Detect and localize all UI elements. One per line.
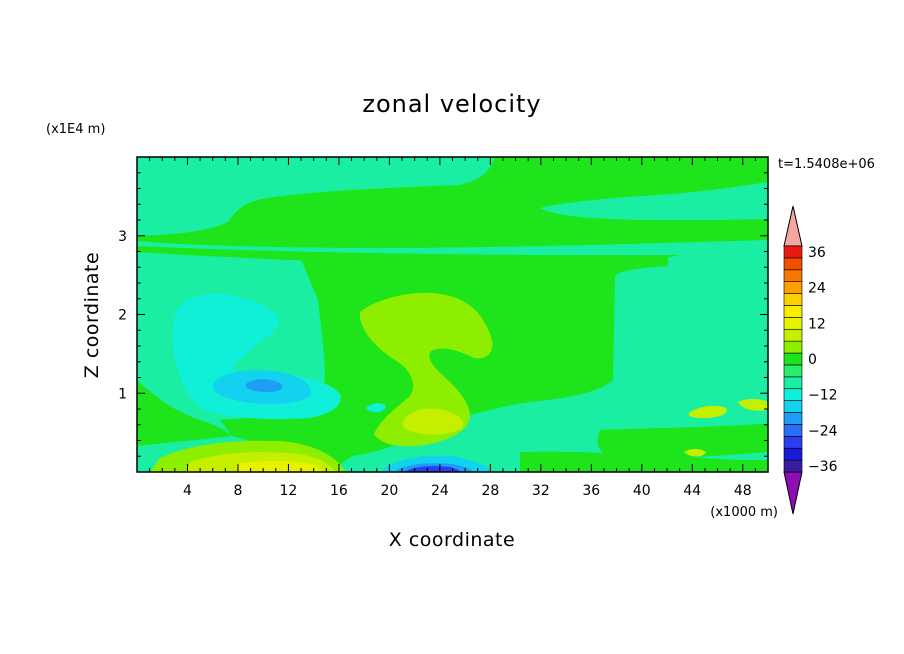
colorbar-arrow-high (783, 205, 803, 247)
field-right-green-patch (597, 424, 768, 461)
colorbar-swatch (783, 281, 803, 294)
field-surface-jet-core (236, 461, 322, 472)
colorbar-swatch (783, 376, 803, 390)
y-tick-label: 1 (118, 386, 127, 402)
colorbar-swatch (783, 412, 803, 425)
colorbar-tick-label: −36 (808, 459, 838, 475)
field-patch-small-2 (738, 399, 768, 411)
colorbar-swatch (783, 424, 803, 437)
x-tick-label: 4 (183, 483, 192, 499)
colorbar-tick-label: 36 (808, 245, 826, 261)
field-yellow-green-core (402, 408, 464, 435)
x-unit-label: (x1000 m) (710, 505, 778, 520)
y-tick-label: 2 (118, 308, 127, 324)
colorbar-swatch (783, 245, 803, 259)
chart-title: zonal velocity (362, 90, 541, 118)
field-bottom-right-green (520, 451, 768, 472)
colorbar-swatch (783, 364, 803, 378)
colorbar-swatch (783, 400, 803, 413)
colorbar-swatch (783, 340, 803, 354)
colorbar-tick-label: −12 (808, 388, 838, 404)
colorbar-swatch (783, 447, 803, 461)
field-patch-small-4 (366, 403, 386, 413)
field-patch-small-1 (688, 405, 727, 418)
colorbar: −36 −24 −12 0 12 24 36 (783, 205, 838, 515)
contour-field (137, 157, 768, 472)
x-tick-labels: 4 8 12 16 20 24 28 32 36 40 44 48 (183, 483, 752, 499)
axis-ticks (137, 157, 768, 472)
y-tick-labels: 1 2 3 (118, 229, 127, 403)
colorbar-swatch (783, 257, 803, 271)
colorbar-swatch (783, 352, 803, 366)
y-axis-title: Z coordinate (81, 252, 103, 378)
field-left-green-lobe (137, 380, 232, 446)
x-tick-label: 40 (633, 483, 651, 499)
colorbar-tick-label: 12 (808, 316, 826, 332)
x-tick-label: 32 (532, 483, 550, 499)
field-patch-small-3 (684, 449, 706, 457)
field-blue-core (245, 379, 283, 392)
x-tick-label: 20 (380, 483, 398, 499)
colorbar-swatch (783, 388, 803, 401)
colorbar-swatch (783, 317, 803, 330)
colorbar-swatch (783, 436, 803, 449)
x-tick-label: 8 (233, 483, 242, 499)
colorbar-swatch (783, 269, 803, 282)
x-tick-label: 28 (481, 483, 499, 499)
x-axis-title: X coordinate (389, 529, 515, 551)
x-tick-label: 12 (280, 483, 298, 499)
x-tick-label: 16 (330, 483, 348, 499)
x-tick-label: 24 (431, 483, 449, 499)
colorbar-tick-label: 0 (808, 352, 817, 368)
y-unit-label: (x1E4 m) (46, 122, 105, 137)
x-tick-label: 36 (582, 483, 600, 499)
x-tick-label: 44 (683, 483, 701, 499)
colorbar-tick-label: 24 (808, 281, 826, 297)
y-tick-label: 3 (118, 229, 127, 245)
colorbar-swatch (783, 459, 803, 473)
colorbar-arrow-low (783, 471, 803, 515)
colorbar-tick-label: −24 (808, 423, 838, 439)
field-upper-green-band (137, 157, 768, 248)
time-label: t=1.5408e+06 (778, 157, 875, 172)
colorbar-swatch (783, 293, 803, 306)
field-surface-min-core (404, 466, 460, 472)
colorbar-swatch (783, 305, 803, 318)
field-lime-tongue (359, 292, 493, 447)
field-central-green-core (220, 256, 668, 470)
colorbar-swatch (783, 328, 803, 342)
x-tick-label: 48 (734, 483, 752, 499)
